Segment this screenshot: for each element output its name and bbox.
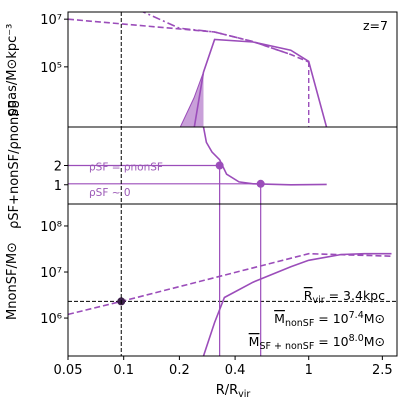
x-axis-label: R/Rvir — [216, 383, 251, 400]
mass-series-2 — [202, 252, 392, 356]
overlay-lines — [120, 12, 262, 356]
panel-frame — [67, 203, 398, 357]
redshift-label: z=7 — [363, 18, 388, 33]
gas-series-4 — [179, 39, 216, 127]
y-tick-label: 1 — [54, 179, 62, 194]
x-tick-label: 2.5 — [372, 363, 393, 378]
marker-label: ρSF = ρnonSF — [89, 162, 163, 174]
y-label-density-ratio: ρSF+nonSF/ρnonSF — [7, 101, 22, 229]
x-tick-label: 0.2 — [169, 363, 190, 378]
gas-series-1 — [68, 18, 310, 63]
mass-annotation: MnonSF = 107.4M⊙ — [274, 310, 385, 329]
y-tick-label: 10⁶ — [40, 312, 62, 327]
gas-density-panel: 10⁵ 10⁷ — [40, 12, 328, 127]
marker-label: ρSF ~ 0 — [89, 187, 131, 199]
y-tick-label: 10⁵ — [40, 61, 62, 76]
mass-annotation: Rvir = 3.4kpc — [304, 288, 385, 306]
y-tick-label: 2 — [54, 160, 62, 175]
y-label-mass: MnonSF/M⊙ — [5, 242, 20, 320]
x-tick-label: 1 — [305, 363, 313, 378]
y-tick-label: 10⁷ — [40, 13, 62, 28]
x-tick-label: 0.4 — [225, 363, 246, 378]
panel-frame — [67, 11, 398, 128]
x-tick-label: 0.05 — [54, 363, 83, 378]
x-axis: 0.05 0.1 0.2 0.4 1 2.5 R/Rvir — [54, 356, 393, 400]
ratio-series-1 — [202, 127, 327, 186]
y-label-gas-density: ρgas/M⊙kpc⁻³ — [5, 24, 20, 117]
x-tick-label: 0.1 — [113, 363, 134, 378]
gas-series-2 — [141, 12, 292, 56]
labels: z=7 Rvir = 3.4kpc MnonSF = 107.4M⊙ MSF + no… — [5, 18, 388, 352]
mass-series-1 — [68, 252, 392, 316]
density-ratio-panel: ρSF = ρnonSF ρSF ~ 0 1 2 — [54, 127, 327, 199]
gas-series-3 — [193, 38, 328, 127]
y-tick-label: 10⁸ — [40, 220, 62, 235]
fill-region — [180, 72, 204, 127]
y-tick-label: 10⁷ — [40, 266, 62, 281]
mass-annotation: MSF + nonSF = 108.0M⊙ — [249, 333, 385, 352]
